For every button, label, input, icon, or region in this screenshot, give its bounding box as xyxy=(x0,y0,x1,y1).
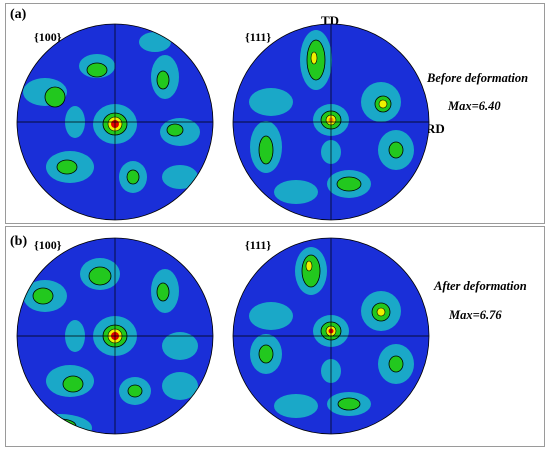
plane-label-111-b: {111} xyxy=(245,238,272,252)
max-intensity-a: Max=6.40 xyxy=(448,99,501,113)
axis-label-rd: RD xyxy=(426,121,445,136)
intensity-blobs xyxy=(23,258,198,434)
panel-label-a: (a) xyxy=(10,7,27,22)
condition-caption-b: After deformation xyxy=(434,279,527,293)
condition-caption-a: Before deformation xyxy=(427,71,529,85)
panel-label-b: (b) xyxy=(10,234,28,249)
pole-figure-100-after xyxy=(16,237,214,435)
max-intensity-b: Max=6.76 xyxy=(449,308,502,322)
panel-before-deformation: (a) {100} {111} TD RD Before deformation… xyxy=(5,3,545,224)
plane-label-100-a: {100} xyxy=(34,30,62,44)
pole-figure-111-after xyxy=(232,237,430,435)
intensity-blobs xyxy=(249,247,414,418)
plane-label-111-a: {111} xyxy=(245,30,272,44)
pole-figure-111-before xyxy=(232,23,430,221)
plane-label-100-b: {100} xyxy=(34,238,62,252)
panel-after-deformation: (b) {100} {111} After deformation Max=6.… xyxy=(5,226,545,447)
pole-figure-100-before xyxy=(16,23,214,221)
